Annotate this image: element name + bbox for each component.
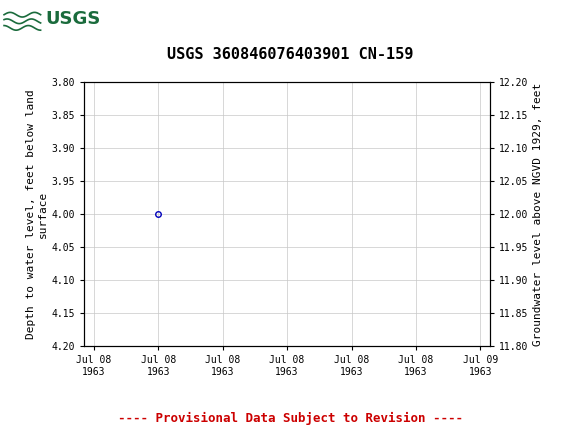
Y-axis label: Groundwater level above NGVD 1929, feet: Groundwater level above NGVD 1929, feet [532,82,543,346]
Text: USGS: USGS [45,10,100,28]
FancyBboxPatch shape [3,3,93,36]
Y-axis label: Depth to water level, feet below land
surface: Depth to water level, feet below land su… [26,89,48,339]
Text: USGS 360846076403901 CN-159: USGS 360846076403901 CN-159 [167,47,413,62]
Text: ---- Provisional Data Subject to Revision ----: ---- Provisional Data Subject to Revisio… [118,412,462,425]
